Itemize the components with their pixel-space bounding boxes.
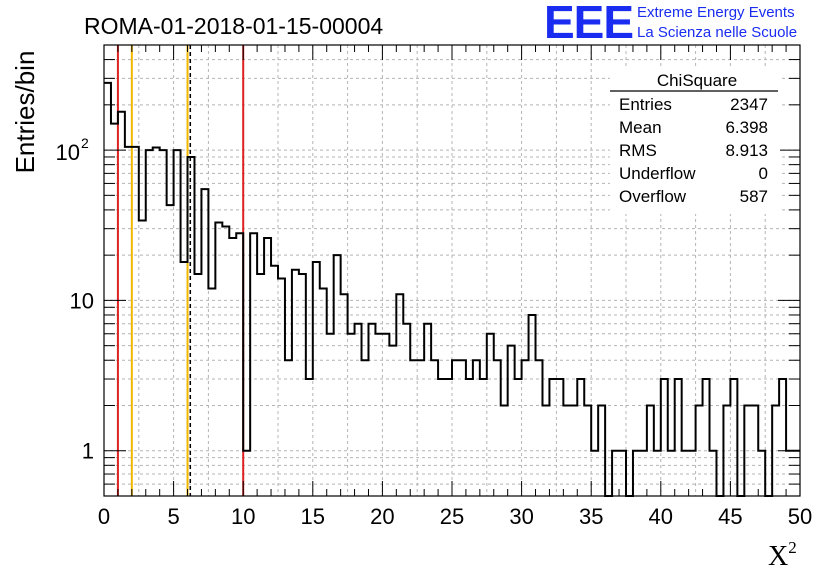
x-axis-label-sup: 2 [788,538,797,557]
stats-row-value: 2347 [730,95,768,114]
x-tick-label: 5 [167,504,179,529]
x-tick-label: 0 [98,504,110,529]
y-tick-label-exponent: 2 [81,135,89,151]
x-tick-label: 45 [718,504,742,529]
eee-logo-line2: La Scienza nelle Scuole [637,24,798,41]
stats-row-label: Underflow [619,164,696,183]
x-tick-label: 30 [509,504,533,529]
x-tick-label: 15 [301,504,325,529]
eee-logo-mark: EEE [544,0,634,48]
stats-row-label: Entries [619,95,672,114]
x-tick-label: 20 [370,504,394,529]
x-tick-label: 50 [788,504,812,529]
x-axis-label: X2 [768,538,797,572]
stats-row-label: RMS [619,141,657,160]
x-axis-label-base: X [768,541,788,572]
stats-row-value: 6.398 [725,118,768,137]
stats-row-value: 0 [759,164,768,183]
stats-box: ChiSquare Entries 2347 Mean 6.398 RMS 8.913 Und… [610,68,780,214]
stats-row-value: 8.913 [725,141,768,160]
x-tick-label: 35 [579,504,603,529]
y-tick-label: 10 [70,288,94,313]
y-tick-label: 10 [56,140,80,165]
marker-lines [116,45,245,496]
x-tick-label: 25 [440,504,464,529]
y-tick-label: 1 [82,439,94,464]
x-tick-label: 40 [649,504,673,529]
stats-row-value: 587 [740,187,768,206]
stats-row-label: Overflow [619,187,687,206]
histogram-outline [104,81,800,497]
y-axis-label: Entries/bin [10,51,40,174]
chart-title: ROMA-01-2018-01-15-00004 [84,13,383,39]
axis-ticks [103,44,801,497]
stats-box-background [610,68,780,214]
eee-logo: EEE Extreme Energy Events La Scienza nel… [544,0,834,48]
stats-box-title: ChiSquare [657,71,737,90]
stats-row-label: Mean [619,118,662,137]
histogram-bars [104,81,800,497]
eee-logo-line1: Extreme Energy Events [637,4,795,21]
x-tick-label: 10 [231,504,255,529]
